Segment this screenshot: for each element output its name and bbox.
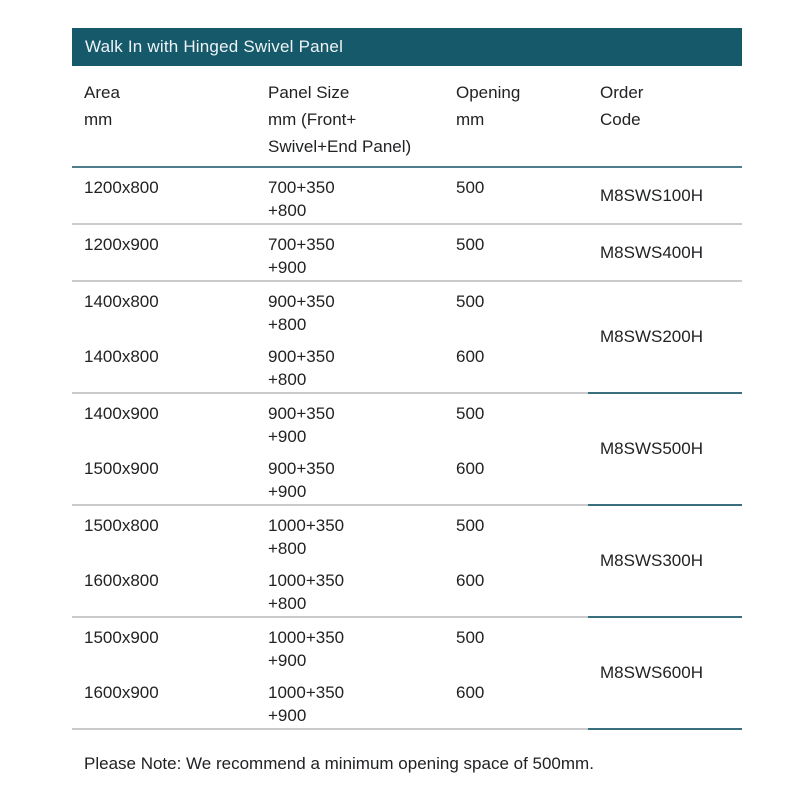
table-row: 1500x900 900+350 +900 600 (72, 449, 588, 504)
panel-size-line2: +800 (268, 315, 307, 334)
column-header-order-line1: Order (600, 83, 644, 102)
panel-size-cell: 900+350 +900 (256, 457, 444, 504)
table-row: 1600x800 1000+350 +800 600 (72, 561, 588, 616)
footnote: Please Note: We recommend a minimum open… (84, 754, 594, 773)
group-rows: 1500x900 1000+350 +900 500 1600x900 1000… (72, 618, 588, 730)
table-group: 1400x800 900+350 +800 500 1400x800 900+3… (72, 282, 742, 394)
area-cell: 1400x900 (84, 404, 159, 423)
panel-size-line1: 1000+350 (268, 571, 345, 590)
table-row: 1400x900 900+350 +900 500 (72, 394, 588, 449)
table-row: 1600x900 1000+350 +900 600 (72, 673, 588, 728)
table-row: 1500x900 1000+350 +900 500 (72, 618, 588, 673)
panel-size-cell: 1000+350 +900 (256, 626, 444, 673)
order-code-cell: M8SWS300H (588, 506, 742, 618)
column-header-order-line2: Code (600, 110, 641, 129)
area-cell: 1200x800 (84, 178, 159, 197)
panel-size-line1: 700+350 (268, 235, 335, 254)
panel-size-line2: +900 (268, 482, 307, 501)
panel-size-cell: 1000+350 +900 (256, 681, 444, 728)
column-header-row: Area mm Panel Size mm (Front+ Swivel+End… (72, 66, 742, 168)
area-cell: 1200x900 (84, 235, 159, 254)
column-header-order-code: Order Code (588, 79, 742, 166)
panel-size-line2: +900 (268, 706, 307, 725)
order-code-cell: M8SWS400H (588, 225, 742, 282)
panel-size-line1: 1000+350 (268, 628, 345, 647)
opening-cell: 600 (456, 571, 485, 590)
area-cell: 1500x900 (84, 459, 159, 478)
panel-size-cell: 1000+350 +800 (256, 514, 444, 561)
opening-cell: 600 (456, 347, 485, 366)
group-rows: 1500x800 1000+350 +800 500 1600x800 1000… (72, 506, 588, 618)
panel-size-cell: 1000+350 +800 (256, 569, 444, 616)
opening-cell: 600 (456, 459, 485, 478)
column-header-area-line2: mm (84, 110, 113, 129)
opening-cell: 500 (456, 516, 485, 535)
area-cell: 1600x800 (84, 571, 159, 590)
column-header-panel-size: Panel Size mm (Front+ Swivel+End Panel) (256, 79, 444, 166)
panel-size-line2: +900 (268, 651, 307, 670)
table-title-bar: Walk In with Hinged Swivel Panel (72, 28, 742, 66)
opening-cell: 600 (456, 683, 485, 702)
area-cell: 1400x800 (84, 347, 159, 366)
opening-cell: 500 (456, 628, 485, 647)
column-header-opening-line2: mm (456, 110, 485, 129)
panel-size-line2: +800 (268, 539, 307, 558)
panel-size-line1: 900+350 (268, 292, 335, 311)
table-group: 1500x800 1000+350 +800 500 1600x800 1000… (72, 506, 742, 618)
group-rows: 1400x900 900+350 +900 500 1500x900 900+3… (72, 394, 588, 506)
order-code-cell: M8SWS500H (588, 394, 742, 506)
opening-cell: 500 (456, 404, 485, 423)
table-row: 1200x900 700+350 +900 500 (72, 225, 588, 280)
panel-size-line1: 1000+350 (268, 683, 345, 702)
panel-size-cell: 700+350 +800 (256, 176, 444, 223)
column-header-area: Area mm (72, 79, 256, 166)
panel-size-cell: 900+350 +800 (256, 345, 444, 392)
panel-size-cell: 900+350 +900 (256, 402, 444, 449)
column-header-area-line1: Area (84, 83, 120, 102)
table-group: 1400x900 900+350 +900 500 1500x900 900+3… (72, 394, 742, 506)
panel-size-line2: +800 (268, 594, 307, 613)
panel-size-line1: 900+350 (268, 404, 335, 423)
panel-size-line1: 900+350 (268, 459, 335, 478)
group-rows: 1200x800 700+350 +800 500 (72, 168, 588, 225)
opening-cell: 500 (456, 235, 485, 254)
table-group: 1500x900 1000+350 +900 500 1600x900 1000… (72, 618, 742, 730)
group-rows: 1200x900 700+350 +900 500 (72, 225, 588, 282)
panel-size-line2: +900 (268, 427, 307, 446)
panel-size-line1: 1000+350 (268, 516, 345, 535)
panel-size-line1: 900+350 (268, 347, 335, 366)
panel-size-cell: 700+350 +900 (256, 233, 444, 280)
order-code-cell: M8SWS200H (588, 282, 742, 394)
panel-size-line2: +800 (268, 370, 307, 389)
opening-cell: 500 (456, 292, 485, 311)
column-header-panel-line3: Swivel+End Panel) (268, 137, 412, 156)
column-header-opening-line1: Opening (456, 83, 521, 102)
table-row: 1500x800 1000+350 +800 500 (72, 506, 588, 561)
table-row: 1400x800 900+350 +800 600 (72, 337, 588, 392)
area-cell: 1500x900 (84, 628, 159, 647)
column-header-opening: Opening mm (444, 79, 588, 166)
area-cell: 1500x800 (84, 516, 159, 535)
panel-size-line2: +900 (268, 258, 307, 277)
panel-size-line2: +800 (268, 201, 307, 220)
column-header-panel-line1: Panel Size (268, 83, 350, 102)
area-cell: 1600x900 (84, 683, 159, 702)
group-rows: 1400x800 900+350 +800 500 1400x800 900+3… (72, 282, 588, 394)
order-code-cell: M8SWS100H (588, 168, 742, 225)
table-title: Walk In with Hinged Swivel Panel (85, 37, 344, 56)
table-row: 1400x800 900+350 +800 500 (72, 282, 588, 337)
table-row: 1200x800 700+350 +800 500 (72, 168, 588, 223)
table-group: 1200x900 700+350 +900 500 M8SWS400H (72, 225, 742, 282)
table-group: 1200x800 700+350 +800 500 M8SWS100H (72, 168, 742, 225)
panel-size-line1: 700+350 (268, 178, 335, 197)
order-code-cell: M8SWS600H (588, 618, 742, 730)
column-header-panel-line2: mm (Front+ (268, 110, 357, 129)
panel-size-cell: 900+350 +800 (256, 290, 444, 337)
opening-cell: 500 (456, 178, 485, 197)
spec-table: Walk In with Hinged Swivel Panel Area mm… (72, 28, 742, 774)
area-cell: 1400x800 (84, 292, 159, 311)
